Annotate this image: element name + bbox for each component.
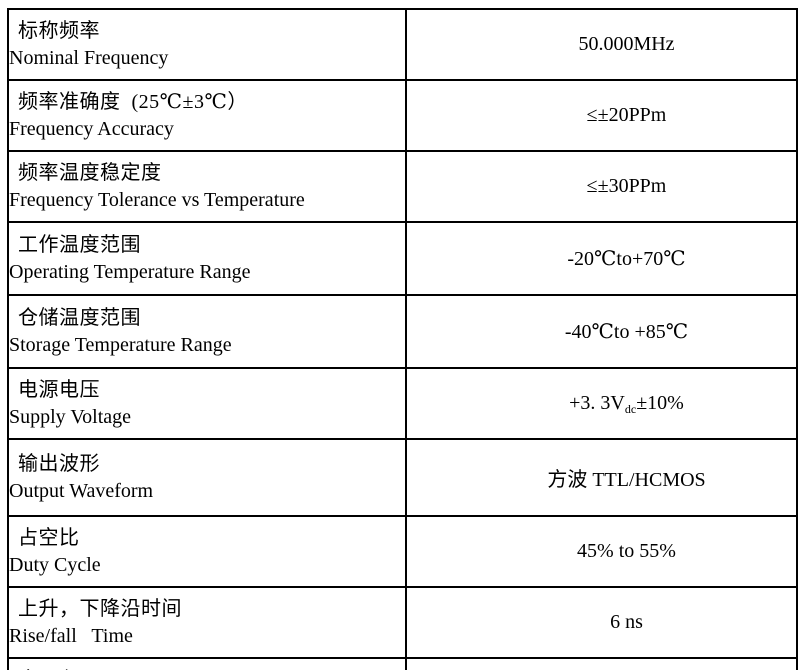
spec-row-supply-voltage: 电源电压 Supply Voltage +3. 3Vdc±10% <box>7 367 798 440</box>
param-label-zh: 频率温度稳定度 <box>18 161 162 184</box>
param-label-zh: 上升，下降沿时间 <box>18 597 182 620</box>
output-waveform-label-cell: 输出波形 Output Waveform <box>7 438 407 517</box>
param-value: -40℃to +85℃ <box>564 321 689 343</box>
param-value: -20℃to+70℃ <box>567 248 686 270</box>
duty-cycle-label-cell: 占空比 Duty Cycle <box>7 515 407 588</box>
param-label-en: Duty Cycle <box>9 553 101 576</box>
package-label-cell: 盒 型 Package <box>7 657 407 670</box>
supply-voltage-value-cell: +3. 3Vdc±10% <box>405 367 798 440</box>
param-label-en: Output Waveform <box>9 479 154 502</box>
param-label-en: Frequency Tolerance vs Temperature <box>9 188 305 211</box>
spec-row-operating-temp-range: 工作温度范围 Operating Temperature Range -20℃t… <box>7 221 798 296</box>
spec-row-package: 盒 型 Package SMD3.2*2.5 <box>7 657 798 670</box>
spec-table: 标称频率 Nominal Frequency 50.000MHz 频率准确度 (… <box>7 8 798 670</box>
param-label-zh: 频率准确度 (25℃±3℃） <box>18 90 248 113</box>
param-value: 45% to 55% <box>577 540 676 562</box>
param-label-en: Storage Temperature Range <box>9 333 232 356</box>
package-value-cell: SMD3.2*2.5 <box>405 657 798 670</box>
param-label-zh: 仓储温度范围 <box>18 306 141 329</box>
spec-row-nominal-frequency: 标称频率 Nominal Frequency 50.000MHz <box>7 8 798 81</box>
spec-row-storage-temp-range: 仓储温度范围 Storage Temperature Range -40℃to … <box>7 294 798 369</box>
frequency-stability-label-cell: 频率温度稳定度 Frequency Tolerance vs Temperatu… <box>7 150 407 223</box>
spec-row-output-waveform: 输出波形 Output Waveform 方波 TTL/HCMOS <box>7 438 798 517</box>
storage-temp-range-value-cell: -40℃to +85℃ <box>405 294 798 369</box>
spec-row-rise-fall-time: 上升，下降沿时间 Rise/fall Time 6 ns <box>7 586 798 659</box>
param-value: 6 ns <box>610 611 643 633</box>
param-label-en: Rise/fall Time <box>9 624 133 647</box>
storage-temp-range-label-cell: 仓储温度范围 Storage Temperature Range <box>7 294 407 369</box>
spec-row-frequency-accuracy: 频率准确度 (25℃±3℃） Frequency Accuracy ≤±20PP… <box>7 79 798 152</box>
supply-voltage-label-cell: 电源电压 Supply Voltage <box>7 367 407 440</box>
param-label-en: Operating Temperature Range <box>9 260 251 283</box>
param-value: ≤±20PPm <box>586 104 667 126</box>
param-value: ≤±30PPm <box>586 175 667 197</box>
spec-row-duty-cycle: 占空比 Duty Cycle 45% to 55% <box>7 515 798 588</box>
param-value: 方波 TTL/HCMOS <box>547 469 706 491</box>
param-label-zh: 盒 型 <box>9 667 405 670</box>
operating-temp-range-value-cell: -20℃to+70℃ <box>405 221 798 296</box>
param-value-subscript: dc <box>624 402 637 416</box>
output-waveform-value-cell: 方波 TTL/HCMOS <box>405 438 798 517</box>
param-label-zh: 输出波形 <box>18 452 100 475</box>
nominal-frequency-value-cell: 50.000MHz <box>405 8 798 81</box>
rise-fall-time-label-cell: 上升，下降沿时间 Rise/fall Time <box>7 586 407 659</box>
param-value-suffix: ±10% <box>636 392 684 414</box>
frequency-accuracy-value-cell: ≤±20PPm <box>405 79 798 152</box>
param-label-zh: 占空比 <box>18 526 80 549</box>
param-label-en: Frequency Accuracy <box>9 117 174 140</box>
param-value-prefix: +3. 3V <box>569 392 625 414</box>
param-label-zh: 标称频率 <box>18 19 100 42</box>
operating-temp-range-label-cell: 工作温度范围 Operating Temperature Range <box>7 221 407 296</box>
rise-fall-time-value-cell: 6 ns <box>405 586 798 659</box>
param-label-en: Nominal Frequency <box>9 46 169 69</box>
param-label-zh: 电源电压 <box>18 378 100 401</box>
param-label-en: Supply Voltage <box>9 405 132 428</box>
param-label-zh: 工作温度范围 <box>18 233 141 256</box>
frequency-accuracy-label-cell: 频率准确度 (25℃±3℃） Frequency Accuracy <box>7 79 407 152</box>
nominal-frequency-label-cell: 标称频率 Nominal Frequency <box>7 8 407 81</box>
frequency-stability-value-cell: ≤±30PPm <box>405 150 798 223</box>
duty-cycle-value-cell: 45% to 55% <box>405 515 798 588</box>
param-value: 50.000MHz <box>578 33 675 55</box>
spec-row-frequency-stability: 频率温度稳定度 Frequency Tolerance vs Temperatu… <box>7 150 798 223</box>
